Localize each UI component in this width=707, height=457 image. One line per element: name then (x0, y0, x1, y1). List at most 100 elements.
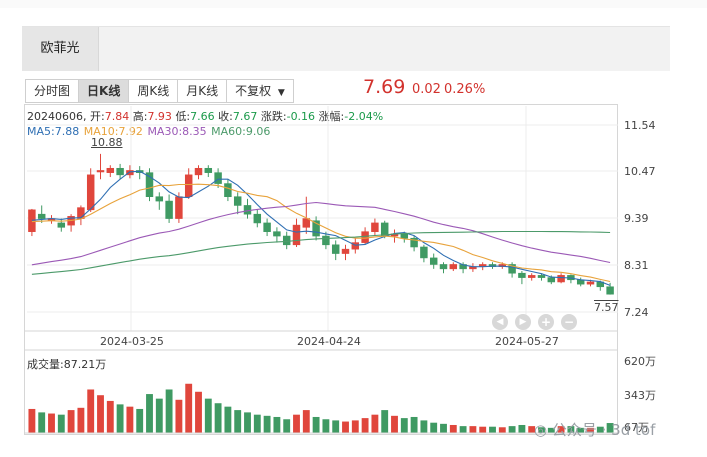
x-label-3: 2024-05-27 (495, 335, 559, 348)
candle-body (322, 235, 330, 246)
candle-body (449, 264, 458, 270)
volume-bar (557, 426, 565, 433)
volume-bar (498, 427, 506, 433)
ma10-value: MA10:7.92 (83, 125, 143, 138)
volume-bar (528, 426, 536, 433)
info-chg: -0.16 (286, 110, 316, 123)
volume-bar (67, 410, 75, 433)
candle-body (341, 248, 350, 254)
candle-body (273, 231, 281, 237)
info-high: 7.93 (147, 110, 172, 123)
volume-bar (371, 414, 379, 433)
volume-bar (469, 426, 477, 433)
y-label-2: 10.47 (624, 165, 656, 178)
info-low: 7.66 (190, 110, 215, 123)
candle-body (57, 222, 66, 228)
candle-body (302, 218, 311, 228)
tab-intraday[interactable]: 分时图 (26, 80, 80, 102)
candle-body (527, 275, 536, 278)
volume-bar (204, 398, 212, 433)
candle-body (263, 222, 271, 232)
volume-bar (538, 427, 545, 433)
info-open: 7.84 (104, 110, 130, 123)
volume-bar (410, 416, 418, 433)
volume-bar (351, 420, 359, 433)
volume-bar (567, 426, 575, 433)
candle-body (184, 174, 193, 198)
tab-monthly-k[interactable]: 月K线 (178, 80, 228, 102)
candle-body (86, 174, 95, 211)
candle-body (233, 196, 242, 206)
candle-body (253, 213, 262, 224)
watermark: ◎ 公众号 · 3d tof (534, 419, 655, 440)
x-label-1: 2024-03-25 (100, 335, 164, 348)
info-low-label: 低: (175, 110, 191, 123)
top-strip (0, 0, 707, 8)
current-price: 7.69 (363, 76, 406, 98)
candle-body (331, 244, 340, 254)
info-close: 7.67 (232, 110, 258, 123)
volume-bar (361, 418, 369, 433)
volume-axis-label-1: 620万 (624, 355, 656, 368)
volume-bar (155, 398, 163, 433)
volume-bar (459, 426, 467, 433)
watermark-text: 公众号 · 3d tof (551, 421, 656, 439)
volume-bar (449, 424, 457, 433)
adjust-dropdown[interactable]: 不复权 ▼ (227, 80, 293, 102)
candle-body (518, 272, 526, 278)
volume-bar (391, 415, 398, 433)
candle-body (557, 275, 565, 283)
x-label-2: 2024-04-24 (297, 335, 361, 348)
zoom-out-button[interactable]: − (561, 314, 577, 330)
info-date: 20240606 (27, 110, 83, 123)
volume-bar (577, 427, 585, 433)
volume-bar (77, 407, 85, 433)
kline-chart-frame[interactable] (24, 104, 618, 435)
y-label-1: 11.54 (624, 119, 656, 132)
volume-bar (126, 406, 134, 433)
volume-bar (214, 403, 222, 433)
candle-body (312, 220, 320, 237)
y-label-5: 7.24 (624, 306, 649, 319)
ma60-line (31, 230, 611, 275)
scroll-left-button[interactable]: ◀ (492, 314, 508, 330)
volume-bar (283, 419, 291, 433)
volume-bar (48, 413, 55, 433)
volume-bar (136, 408, 144, 433)
tab-weekly-k[interactable]: 周K线 (129, 80, 179, 102)
candle-body (361, 231, 369, 243)
candle-body (204, 167, 213, 173)
info-pct: -2.04% (344, 110, 384, 123)
ma5-value: MA5:7.88 (27, 125, 80, 138)
volume-bar (430, 422, 438, 433)
price-change-pct: 0.26% (444, 82, 486, 97)
volume-bar (253, 414, 261, 433)
candle-body (155, 196, 164, 202)
volume-bar (596, 426, 604, 433)
y-label-4: 8.31 (624, 259, 649, 272)
zoom-in-button[interactable]: + (538, 314, 554, 330)
scroll-right-button[interactable]: ▶ (515, 314, 531, 330)
volume-bar (400, 418, 408, 433)
volume-bar (165, 389, 173, 433)
volume-axis-label-2: 343万 (624, 389, 656, 402)
volume-bar (28, 408, 36, 433)
volume-bar (420, 420, 428, 433)
info-pct-label: 涨幅: (318, 110, 345, 123)
volume-bar (116, 404, 124, 433)
stock-name-tab[interactable]: 欧菲光 (22, 27, 99, 71)
candle-body (214, 172, 222, 184)
volume-bar (263, 415, 271, 433)
min-price-label: 7.57 (594, 301, 619, 314)
tab-daily-k[interactable]: 日K线 (79, 80, 130, 102)
candle-body (116, 167, 124, 176)
wechat-icon: ◎ (534, 421, 548, 439)
volume-bar (440, 423, 447, 433)
candle-body (194, 167, 203, 176)
candle-body (126, 170, 134, 176)
candle-body (586, 281, 595, 285)
y-label-3: 9.39 (624, 212, 649, 225)
volume-bar (224, 406, 232, 433)
candle-body (439, 264, 448, 270)
volume-bar (293, 414, 300, 433)
